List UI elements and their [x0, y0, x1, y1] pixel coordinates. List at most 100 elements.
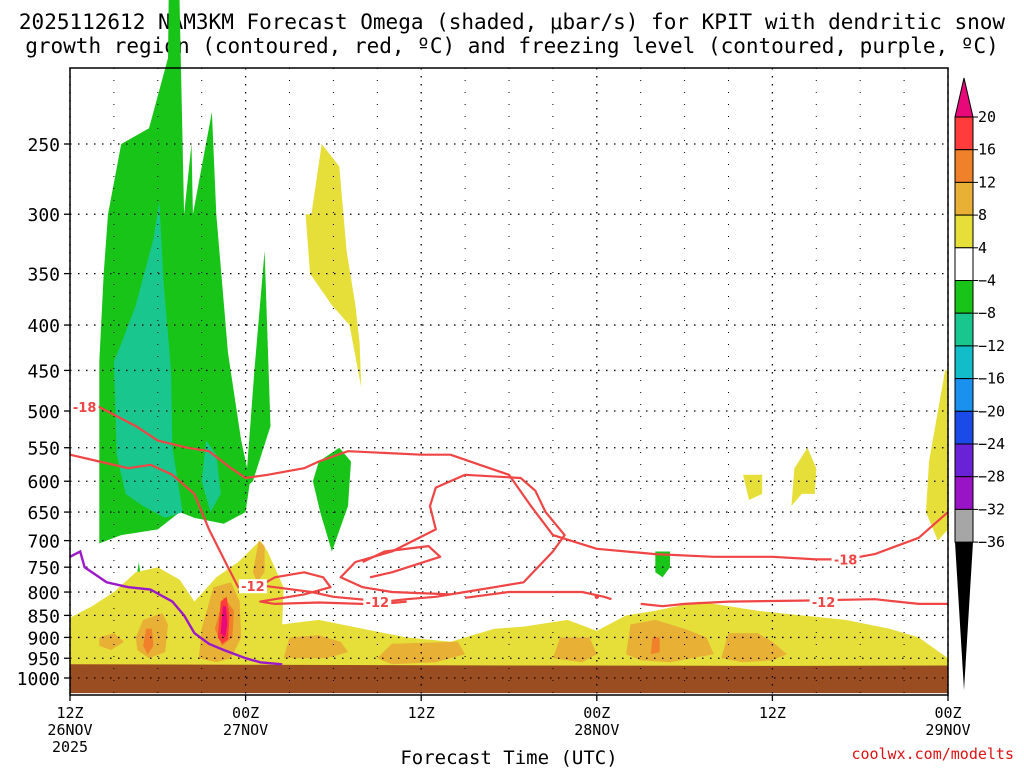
colorbar-label-5: −4	[978, 272, 996, 290]
y-tick-label-650: 650	[27, 503, 60, 524]
colorbar-label-11: −28	[978, 468, 1005, 486]
contour-label-bg-1	[831, 552, 860, 567]
x-tick-label-0-2: 2025	[52, 738, 88, 756]
omega-region-19	[626, 619, 714, 663]
y-tick-label-850: 850	[27, 606, 60, 627]
omega-region-2	[312, 447, 351, 552]
freezing-level-line	[69, 549, 283, 666]
colorbar-label-6: −8	[978, 304, 996, 322]
colorbar-label-9: −20	[978, 402, 1005, 420]
omega-region-1	[245, 250, 271, 488]
omega-region-3	[137, 562, 141, 573]
y-tick-label-1000: 1000	[17, 669, 60, 690]
x-tick-label-0-0: 12Z	[56, 704, 83, 722]
x-tick-label-0-1: 26NOV	[47, 721, 92, 739]
colorbar-cell-1	[954, 149, 974, 183]
chart-title-line-1: 2025112612 NAM3KM Forecast Omega (shaded…	[18, 10, 1006, 34]
temperature-contours: -18 -18 -12 -12 -12	[69, 400, 949, 666]
axes: 2503003504004505005506006507007508008509…	[17, 67, 971, 768]
y-tick-label-500: 500	[27, 402, 60, 423]
colorbar-cell-8	[954, 378, 974, 412]
y-tick-label-900: 900	[27, 628, 60, 649]
x-tick-label-1-1: 27NOV	[223, 721, 268, 739]
colorbar-label-10: −24	[978, 435, 1005, 453]
x-tick-label-3-1: 28NOV	[574, 721, 619, 739]
dgz-contour-line-0	[69, 402, 949, 561]
y-tick-label-250: 250	[27, 135, 60, 156]
colorbar-cell-5	[954, 280, 974, 314]
y-tick-label-700: 700	[27, 532, 60, 553]
y-tick-label-950: 950	[27, 649, 60, 670]
dgz-contour-line-1	[69, 453, 566, 603]
y-tick-label-600: 600	[27, 472, 60, 493]
omega-region-9	[743, 474, 763, 500]
colorbar: 20 16 12 8 4 −4 −8 −12 −16 −20 −24 −28 −32 −36	[954, 77, 1005, 690]
omega-region-16	[283, 635, 348, 659]
y-tick-label-800: 800	[27, 583, 60, 604]
colorbar-bottom-arrow	[955, 542, 973, 690]
colorbar-top-arrow	[954, 77, 974, 118]
colorbar-label-1: 16	[978, 141, 996, 159]
x-tick-label-3-0: 00Z	[583, 704, 610, 722]
colorbar-label-3: 8	[978, 206, 987, 224]
dgz-contour-line-5	[464, 590, 612, 601]
y-tick-label-350: 350	[27, 265, 60, 286]
omega-region-8	[791, 447, 817, 507]
colorbar-cell-12	[954, 508, 974, 543]
contour-label-4: -12	[812, 596, 836, 611]
plot-frame	[69, 67, 949, 696]
colorbar-cell-2	[954, 181, 974, 216]
colorbar-label-7: −12	[978, 337, 1005, 355]
contour-label-3: -12	[366, 596, 390, 611]
contour-label-bg-4	[809, 595, 838, 610]
x-tick-label-2-0: 12Z	[408, 704, 435, 722]
y-tick-label-550: 550	[27, 439, 60, 460]
colorbar-label-12: −32	[978, 500, 1005, 518]
colorbar-label-0: 20	[978, 108, 996, 126]
colorbar-cell-10	[954, 443, 974, 478]
y-tick-label-400: 400	[27, 316, 60, 337]
contour-label-bg-3	[363, 595, 392, 610]
omega-region-7	[305, 144, 362, 388]
colorbar-cell-0	[954, 116, 974, 151]
contour-dot	[594, 594, 599, 600]
omega-region-23	[650, 637, 660, 655]
x-axis-title: Forecast Time (UTC)	[400, 747, 617, 768]
colorbar-cell-4	[954, 247, 974, 282]
omega-shading	[70, 0, 948, 694]
omega-region-6	[201, 440, 221, 513]
dgz-contour-line-2	[238, 571, 407, 606]
colorbar-label-2: 12	[978, 173, 996, 191]
y-tick-label-750: 750	[27, 558, 60, 579]
omega-region-18	[552, 637, 597, 663]
contour-label-0: -18	[73, 401, 97, 416]
credit-text: coolwx.com/modelts	[851, 745, 1014, 763]
omega-region-20	[721, 633, 787, 663]
omega-region-5	[113, 201, 183, 518]
contour-label-bg-2	[238, 579, 267, 594]
contour-label-bg-0	[70, 400, 99, 415]
colorbar-cell-7	[954, 345, 974, 380]
contour-label-2: -12	[241, 580, 265, 595]
omega-region-15	[252, 540, 265, 583]
x-tick-label-5-0: 00Z	[934, 704, 961, 722]
omega-region-12	[99, 633, 125, 650]
colorbar-cell-11	[954, 476, 974, 510]
x-tick-label-5-1: 29NOV	[925, 721, 970, 739]
colorbar-label-8: −16	[978, 370, 1005, 388]
y-tick-label-450: 450	[27, 361, 60, 382]
x-tick-label-4-0: 12Z	[759, 704, 786, 722]
colorbar-cell-9	[954, 410, 974, 445]
omega-region-10	[926, 370, 948, 541]
x-tick-label-1-0: 00Z	[232, 704, 259, 722]
omega-region-21	[143, 628, 154, 655]
colorbar-label-4: 4	[978, 239, 987, 257]
omega-region-25	[220, 606, 228, 638]
ground	[70, 664, 948, 694]
colorbar-cell-6	[954, 312, 974, 347]
dgz-contour-line-4	[640, 598, 948, 608]
omega-region-4	[655, 551, 670, 578]
colorbar-label-13: −36	[978, 533, 1005, 551]
y-tick-label-300: 300	[27, 205, 60, 226]
